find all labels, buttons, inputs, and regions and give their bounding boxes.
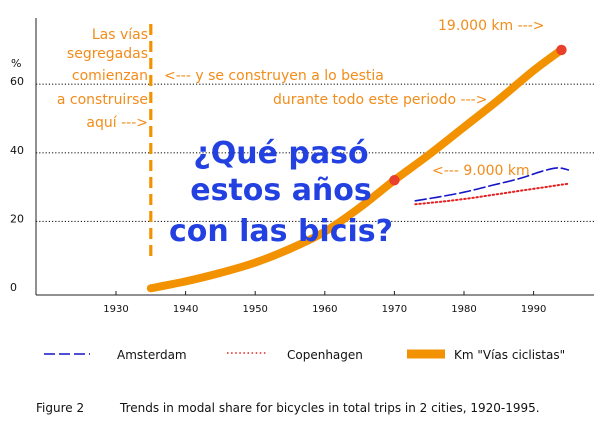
annotation-9000-km: <--- 9.000 km (432, 163, 530, 179)
x-tick-label-1980: 1980 (451, 304, 476, 315)
annotation-arrow-line1: <--- y se construyen a lo bestia (164, 68, 384, 84)
question-line-3: con las bicis? (169, 214, 393, 249)
annotation-left: Las vías segregadas comienzan a construirse… (57, 27, 148, 131)
annotation-arrow-line2: durante todo este periodo ---> (273, 92, 487, 108)
series-line-amsterdam (414, 167, 570, 202)
marker-1994 (556, 44, 567, 56)
x-tick-label-1970: 1970 (382, 304, 407, 315)
y-tick-label-40: 40 (10, 144, 24, 157)
legend-label-copenhagen: Copenhagen (287, 348, 363, 362)
y-axis-label: % (11, 57, 21, 70)
y-tick-labels: 0 20 40 60 (10, 75, 24, 294)
legend-label-amsterdam: Amsterdam (117, 348, 187, 362)
series-line-km-vias-ciclistas (146, 45, 566, 293)
question-line-1: ¿Qué pasó (193, 136, 368, 171)
series-line-copenhagen (414, 182, 570, 206)
x-tick-label-1990: 1990 (521, 304, 546, 315)
caption-label: Figure 2 (36, 401, 84, 415)
x-tick-label-1960: 1960 (312, 304, 337, 315)
grid-lines (36, 83, 594, 222)
axes (35, 18, 594, 296)
annotation-left-line-2: segregadas (67, 46, 148, 62)
annotation-left-line-3: comienzan (72, 68, 148, 84)
y-tick-label-20: 20 (10, 212, 24, 225)
question-line-2: estos años (190, 173, 372, 208)
point-markers (389, 44, 567, 186)
caption-text: Trends in modal share for bicycles in to… (119, 401, 540, 415)
y-tick-label-60: 60 (10, 75, 24, 88)
marker-1970 (389, 175, 400, 186)
x-tick-label-1940: 1940 (173, 304, 198, 315)
y-tick-label-0: 0 (10, 281, 17, 294)
x-tick-labels: 1930 1940 1950 1960 1970 1980 1990 (103, 304, 546, 315)
series-lines (146, 24, 570, 293)
annotation-19000-km: 19.000 km ---> (438, 18, 545, 34)
annotation-left-line-5: aquí ---> (86, 115, 148, 131)
legend: Amsterdam Copenhagen Km "Vías ciclistas" (44, 348, 565, 362)
x-tick-label-1930: 1930 (103, 304, 128, 315)
legend-label-km: Km "Vías ciclistas" (454, 348, 565, 362)
x-tick-label-1950: 1950 (242, 304, 267, 315)
annotation-left-line-4: a construirse (57, 92, 148, 108)
annotation-left-line-1: Las vías (92, 27, 148, 43)
